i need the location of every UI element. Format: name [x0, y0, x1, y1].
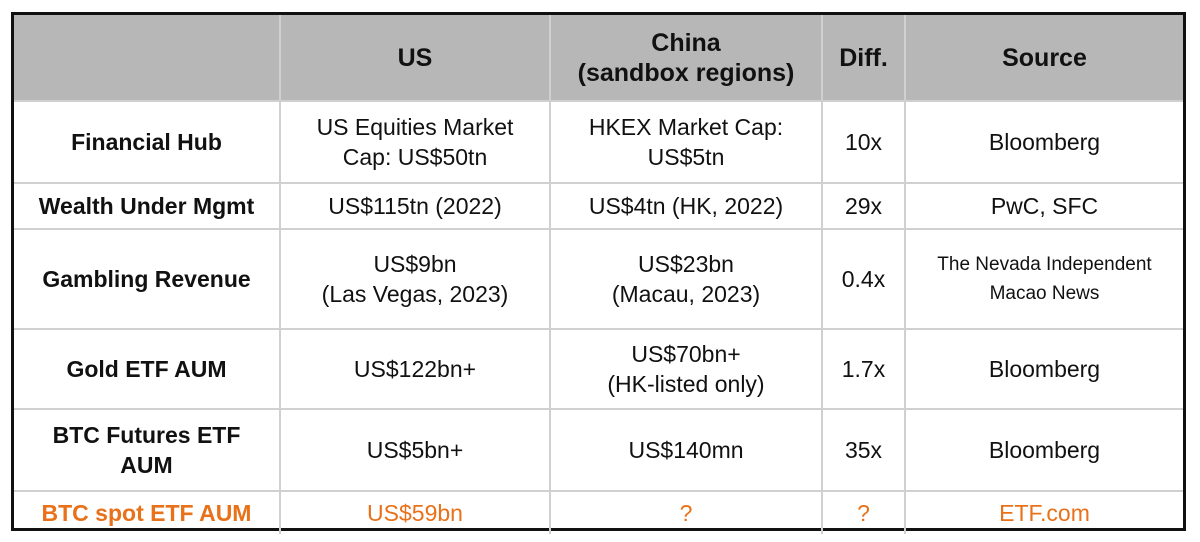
row-label: BTC spot ETF AUM	[14, 490, 281, 534]
source-cell: Bloomberg	[904, 100, 1183, 184]
comparison-table: US China (sandbox regions) Diff. Source …	[14, 15, 1183, 534]
source-cell: The Nevada Independent Macao News	[904, 228, 1183, 330]
row-label: BTC Futures ETF AUM	[14, 408, 281, 492]
china-cell: HKEX Market Cap: US$5tn	[549, 100, 823, 184]
diff-cell: 10x	[821, 100, 906, 184]
row-label: Gambling Revenue	[14, 228, 281, 330]
comparison-table-container: US China (sandbox regions) Diff. Source …	[11, 12, 1186, 534]
us-cell: US$59bn	[279, 490, 551, 534]
row-label: Financial Hub	[14, 100, 281, 184]
row-label: Wealth Under Mgmt	[14, 182, 281, 230]
diff-cell: 0.4x	[821, 228, 906, 330]
china-cell: US$140mn	[549, 408, 823, 492]
table-row-highlight: BTC spot ETF AUM US$59bn ? ? ETF.com	[14, 490, 1183, 534]
us-cell: US$122bn+	[279, 328, 551, 410]
table-row: Gold ETF AUM US$122bn+ US$70bn+ (HK-liste…	[14, 328, 1183, 410]
table-row: Financial Hub US Equities Market Cap: US$…	[14, 100, 1183, 184]
diff-cell: 35x	[821, 408, 906, 492]
header-row: US China (sandbox regions) Diff. Source	[14, 15, 1183, 102]
china-cell: US$70bn+ (HK-listed only)	[549, 328, 823, 410]
header-source: Source	[904, 15, 1183, 102]
row-label: Gold ETF AUM	[14, 328, 281, 410]
source-cell: Bloomberg	[904, 328, 1183, 410]
header-china: China (sandbox regions)	[549, 15, 823, 102]
us-cell: US Equities Market Cap: US$50tn	[279, 100, 551, 184]
source-cell: Bloomberg	[904, 408, 1183, 492]
table-row: Gambling Revenue US$9bn (Las Vegas, 2023)…	[14, 228, 1183, 330]
us-cell: US$9bn (Las Vegas, 2023)	[279, 228, 551, 330]
diff-cell: 29x	[821, 182, 906, 230]
source-cell: PwC, SFC	[904, 182, 1183, 230]
diff-cell: ?	[821, 490, 906, 534]
us-cell: US$115tn (2022)	[279, 182, 551, 230]
header-diff: Diff.	[821, 15, 906, 102]
china-cell: US$23bn (Macau, 2023)	[549, 228, 823, 330]
header-us: US	[279, 15, 551, 102]
diff-cell: 1.7x	[821, 328, 906, 410]
header-empty	[14, 15, 281, 102]
table-row: BTC Futures ETF AUM US$5bn+ US$140mn 35x …	[14, 408, 1183, 492]
china-cell: US$4tn (HK, 2022)	[549, 182, 823, 230]
us-cell: US$5bn+	[279, 408, 551, 492]
source-cell: ETF.com	[904, 490, 1183, 534]
china-cell: ?	[549, 490, 823, 534]
table-row: Wealth Under Mgmt US$115tn (2022) US$4tn…	[14, 182, 1183, 230]
